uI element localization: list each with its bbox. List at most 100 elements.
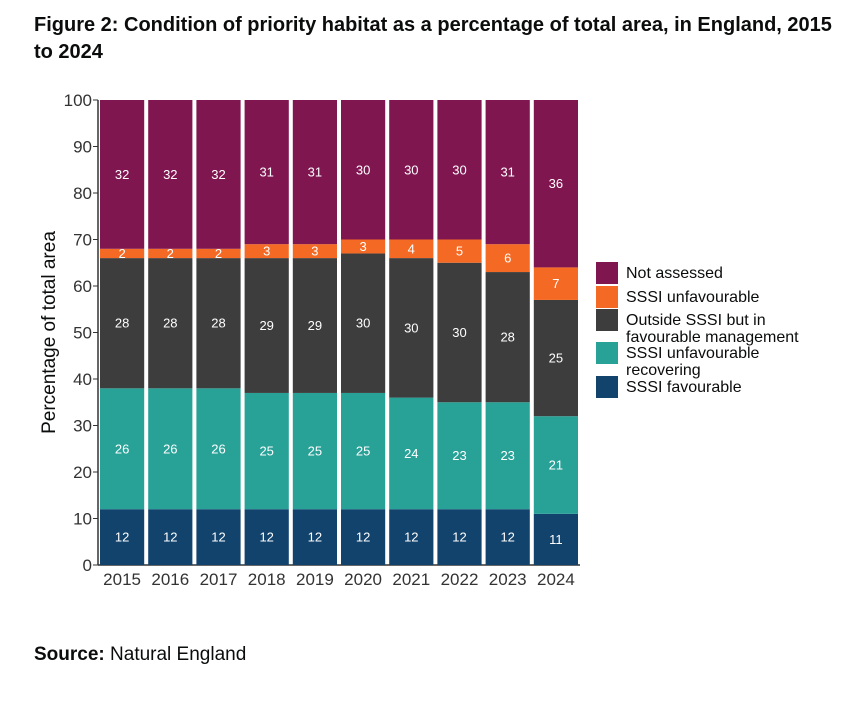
x-tick-label: 2016 (151, 570, 189, 589)
y-tick-label: 10 (73, 510, 92, 529)
bar-segment (100, 248, 145, 259)
bar-value-label: 3 (311, 244, 318, 259)
bar-value-label: 30 (404, 162, 418, 177)
legend-swatch (596, 376, 618, 398)
bar-segment (196, 100, 241, 249)
legend-label: Outside SSSI but in (626, 312, 766, 329)
bar-value-label: 12 (259, 530, 273, 545)
bar-value-label: 26 (211, 441, 225, 456)
legend-label: favourable management (626, 329, 799, 346)
bar-value-label: 5 (456, 244, 463, 259)
bar-value-label: 25 (356, 444, 370, 459)
bar-segment (100, 509, 145, 565)
legend-label: Not assessed (626, 265, 723, 282)
x-tick-label: 2023 (489, 570, 527, 589)
bar-value-label: 21 (549, 458, 563, 473)
bar-segment (292, 100, 337, 245)
bar-value-label: 28 (115, 316, 129, 331)
bar-segment (485, 272, 530, 403)
legend-swatch (596, 286, 618, 308)
y-tick-label: 100 (64, 91, 92, 110)
bar-value-label: 29 (308, 318, 322, 333)
bar-segment (244, 509, 289, 565)
bar-segment (244, 244, 289, 259)
bar-segment (148, 509, 193, 565)
bar-segment (196, 248, 241, 259)
bar-value-label: 30 (452, 325, 466, 340)
y-tick-label: 40 (73, 370, 92, 389)
bar-segment (100, 388, 145, 510)
x-tick-label: 2018 (248, 570, 286, 589)
source-note: Source: Natural England (34, 644, 246, 666)
bar-segment (437, 262, 482, 403)
y-tick-label: 50 (73, 324, 92, 343)
bar-value-label: 6 (504, 251, 511, 266)
bar-value-label: 32 (115, 167, 129, 182)
x-tick-label: 2024 (537, 570, 575, 589)
bar-segment (148, 258, 193, 389)
bar-value-label: 28 (211, 316, 225, 331)
bar-value-label: 12 (356, 530, 370, 545)
bar-segment (244, 258, 289, 393)
bar-value-label: 32 (211, 167, 225, 182)
bar-segment (485, 244, 530, 273)
bar-segment (485, 100, 530, 245)
bar-value-label: 31 (308, 165, 322, 180)
bar-segment (389, 239, 434, 259)
bar-value-label: 11 (549, 532, 563, 547)
legend-swatch (596, 262, 618, 284)
legend-label: SSSI favourable (626, 379, 742, 396)
bar-segment (485, 509, 530, 565)
legend-label: recovering (626, 362, 701, 379)
bar-segment (389, 509, 434, 565)
legend-label: SSSI unfavourable (626, 289, 760, 306)
bar-segment (389, 258, 434, 398)
bar-segment (196, 509, 241, 565)
bar-segment (437, 509, 482, 565)
source-label: Source: (34, 644, 105, 665)
bar-segment (244, 392, 289, 510)
bar-value-label: 3 (263, 244, 270, 259)
bar-value-label: 25 (308, 444, 322, 459)
y-tick-label: 0 (83, 556, 92, 575)
bar-value-label: 29 (259, 318, 273, 333)
bar-segment (244, 100, 289, 245)
bar-segment (196, 258, 241, 389)
bar-segment (341, 253, 386, 393)
bar-value-label: 2 (167, 246, 174, 261)
bar-value-label: 32 (163, 167, 177, 182)
bar-segment (292, 258, 337, 393)
bar-value-label: 28 (500, 330, 514, 345)
bar-value-label: 30 (404, 320, 418, 335)
bar-value-label: 36 (549, 176, 563, 191)
bar-segment (533, 513, 578, 565)
legend-swatch (596, 342, 618, 364)
y-tick-label: 30 (73, 417, 92, 436)
bar-segment (533, 100, 578, 268)
bar-value-label: 26 (163, 441, 177, 456)
bar-value-label: 12 (211, 530, 225, 545)
y-axis-title: Percentage of total area (39, 231, 60, 434)
bar-value-label: 2 (118, 246, 125, 261)
figure-title: Figure 2: Condition of priority habitat … (34, 14, 832, 63)
bar-segment (100, 258, 145, 389)
bar-segment (148, 100, 193, 249)
bar-segment (292, 392, 337, 510)
x-tick-label: 2019 (296, 570, 334, 589)
bar-value-label: 24 (404, 446, 418, 461)
legend-swatch (596, 309, 618, 331)
bar-segment (389, 100, 434, 240)
stacked-bar-chart: 0 10 20 30 40 50 60 70 80 90 100 Percentage of tota… (39, 91, 799, 589)
bar-segment (341, 100, 386, 240)
legend-label: SSSI unfavourable (626, 345, 760, 362)
source-value: Natural England (110, 644, 247, 665)
bar-value-label: 30 (356, 316, 370, 331)
bar-segment (437, 402, 482, 510)
bar-value-label: 23 (452, 448, 466, 463)
bar-value-label: 30 (356, 162, 370, 177)
bar-value-label: 3 (359, 239, 366, 254)
x-tick-label: 2020 (344, 570, 382, 589)
bar-value-label: 12 (163, 530, 177, 545)
bar-segment (100, 100, 145, 249)
bar-value-label: 31 (259, 165, 273, 180)
